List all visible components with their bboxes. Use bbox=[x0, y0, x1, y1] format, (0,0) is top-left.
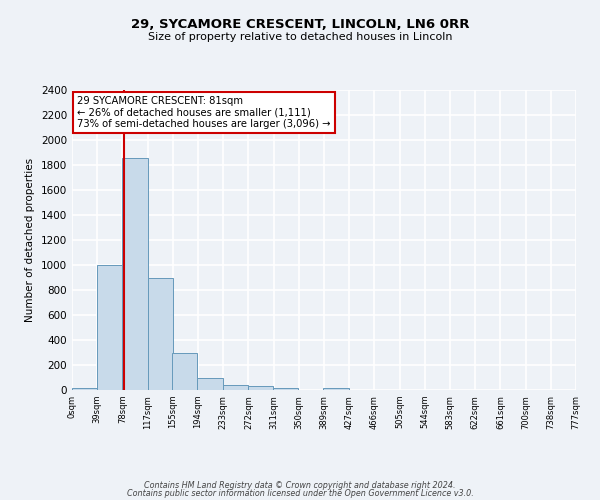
Bar bbox=[197, 378, 223, 390]
Text: 29 SYCAMORE CRESCENT: 81sqm
← 26% of detached houses are smaller (1,111)
73% of : 29 SYCAMORE CRESCENT: 81sqm ← 26% of det… bbox=[77, 96, 331, 129]
Bar bbox=[248, 386, 273, 390]
Bar bbox=[223, 385, 248, 390]
Bar bbox=[172, 352, 197, 390]
Bar bbox=[97, 265, 122, 390]
Text: Size of property relative to detached houses in Lincoln: Size of property relative to detached ho… bbox=[148, 32, 452, 42]
Text: Contains public sector information licensed under the Open Government Licence v3: Contains public sector information licen… bbox=[127, 489, 473, 498]
Text: 29, SYCAMORE CRESCENT, LINCOLN, LN6 0RR: 29, SYCAMORE CRESCENT, LINCOLN, LN6 0RR bbox=[131, 18, 469, 30]
Bar bbox=[148, 278, 173, 390]
Text: Contains HM Land Registry data © Crown copyright and database right 2024.: Contains HM Land Registry data © Crown c… bbox=[144, 480, 456, 490]
Bar bbox=[273, 388, 298, 390]
Bar bbox=[72, 388, 97, 390]
Bar bbox=[323, 388, 349, 390]
Y-axis label: Number of detached properties: Number of detached properties bbox=[25, 158, 35, 322]
Bar bbox=[122, 158, 148, 390]
